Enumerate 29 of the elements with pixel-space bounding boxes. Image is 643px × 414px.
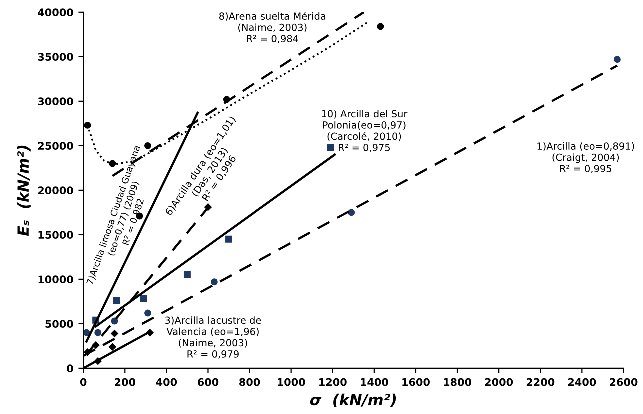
y-tick-label: 15000 [38,231,74,240]
x-tick-label: 800 [240,378,260,386]
x-tick-label: 1800 [444,378,472,386]
y-axis-title: Eₛ (kN/m²) [17,146,31,236]
y-tick-label: 20000 [38,186,74,195]
x-tick-label: 400 [156,378,178,386]
y-tick-label: 30000 [38,98,74,106]
x-tick-label: 2400 [568,378,596,386]
x-tick-label: 2600 [610,378,638,386]
x-tick-label: 1600 [402,378,430,386]
x-tick-label: 200 [115,378,136,386]
y-tick-label: 40000 [38,8,74,17]
annotation: 8)Arena suelta Mérida (Naime, 2003) R² = 0,984 [220,12,326,44]
y-tick-label: 35000 [38,53,74,62]
annotation: 1)Arcilla (eo=0,891) (Craigt, 2004) R² = 0,995 [538,142,634,174]
x-tick-label: 1000 [278,378,306,386]
y-tick-label: 0 [67,364,74,373]
x-tick-label: 2200 [526,378,555,386]
annotation: 3)Arcilla lacustre de Valencia (eo=1,96) (Naime, 2003) R² = 0,979 [165,316,262,359]
y-tick-label: 25000 [38,142,74,150]
x-tick-label: 1200 [320,378,347,386]
x-tick-label: 2000 [485,378,514,386]
annotation: 10) Arcilla del Sur Polonia(eo=0,97) (Carcolé, 2010) R² = 0,975 [322,110,408,152]
x-tick-label: 1400 [361,378,388,386]
y-tick-label: 10000 [38,276,74,284]
x-tick-label: 600 [198,378,219,386]
y-tick-label: 5000 [46,320,74,328]
x-axis-title: σ (kN/m²) [310,394,396,408]
x-tick-label: 0 [80,378,87,386]
